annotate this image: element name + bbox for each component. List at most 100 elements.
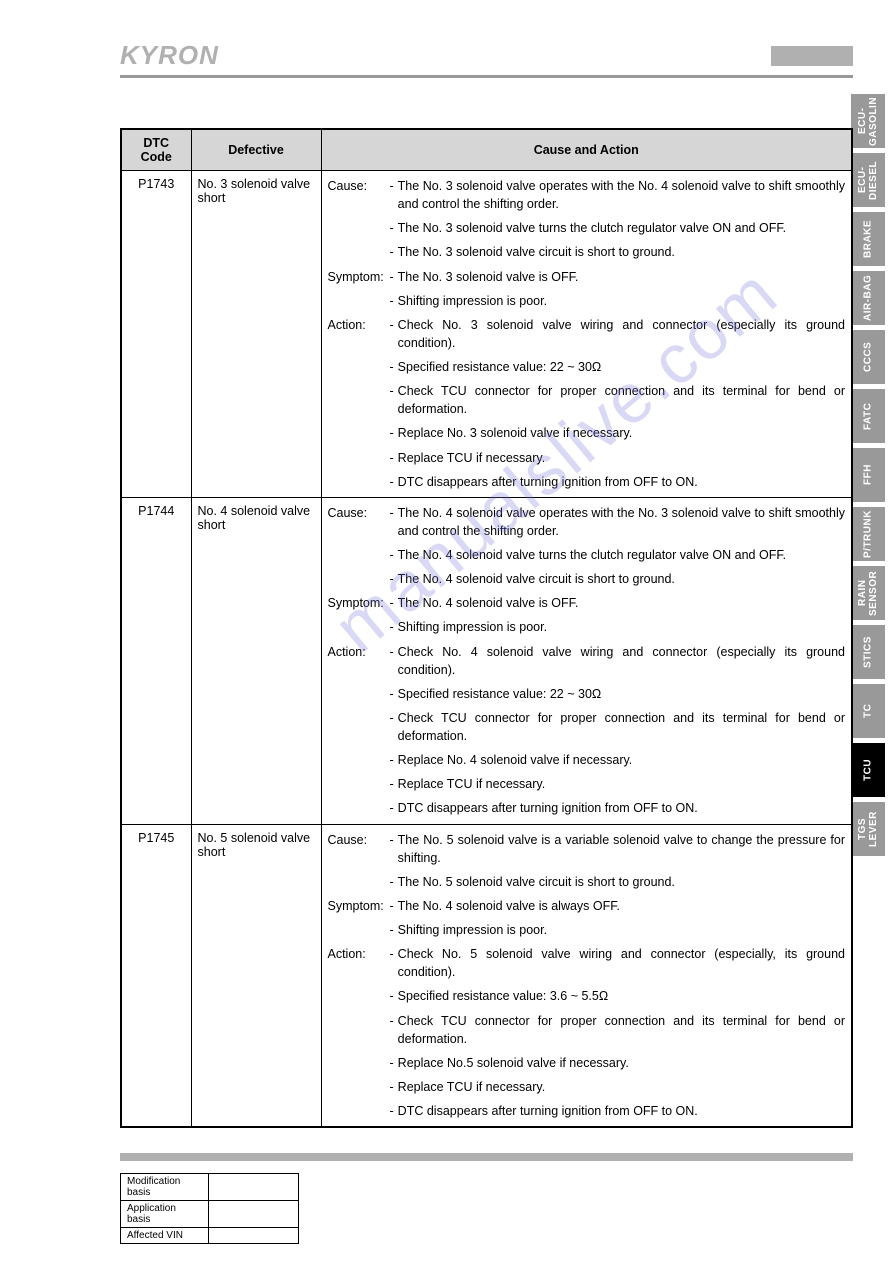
cause-action-item: -Shifting impression is poor. — [390, 921, 846, 939]
cell-defective: No. 4 solenoid valve short — [191, 497, 321, 824]
item-text: The No. 4 solenoid valve is OFF. — [398, 594, 845, 612]
cause-action-item: -Check TCU connector for proper connecti… — [390, 382, 846, 418]
cause-action-item: -Replace No. 4 solenoid valve if necessa… — [390, 751, 846, 769]
item-text: Replace TCU if necessary. — [398, 449, 845, 467]
item-text: Replace No. 4 solenoid valve if necessar… — [398, 751, 845, 769]
dash: - — [390, 504, 394, 540]
dtc-tbody: P1743No. 3 solenoid valve shortCause:-Th… — [121, 171, 852, 1128]
dash: - — [390, 873, 394, 891]
dash: - — [390, 831, 394, 867]
item-text: Specified resistance value: 3.6 ~ 5.5Ω — [398, 987, 845, 1005]
item-text: Check TCU connector for proper connectio… — [398, 709, 845, 745]
cause-action-item: -The No. 4 solenoid valve is always OFF. — [390, 897, 846, 915]
cause-label: Cause: — [328, 831, 390, 849]
mod-label: Application basis — [121, 1201, 209, 1228]
th-cause-action: Cause and Action — [321, 129, 852, 171]
cause-action-item: -Replace TCU if necessary. — [390, 449, 846, 467]
dash: - — [390, 358, 394, 376]
item-text: The No. 4 solenoid valve is always OFF. — [398, 897, 845, 915]
item-text: The No. 3 solenoid valve operates with t… — [398, 177, 845, 213]
cell-defective: No. 3 solenoid valve short — [191, 171, 321, 498]
table-row: P1745No. 5 solenoid valve shortCause:-Th… — [121, 824, 852, 1127]
cause-action-item: -Replace No. 3 solenoid valve if necessa… — [390, 424, 846, 442]
item-text: Replace TCU if necessary. — [398, 775, 845, 793]
item-text: Replace No.5 solenoid valve if necessary… — [398, 1054, 845, 1072]
dash: - — [390, 177, 394, 213]
dash: - — [390, 570, 394, 588]
page-header: KYRON — [120, 40, 853, 71]
dash: - — [390, 618, 394, 636]
dash: - — [390, 897, 394, 915]
cause-action-item: -The No. 4 solenoid valve turns the clut… — [390, 546, 846, 564]
item-text: The No. 3 solenoid valve turns the clutc… — [398, 219, 845, 237]
item-text: DTC disappears after turning ignition fr… — [398, 473, 845, 491]
header-rule — [120, 75, 853, 78]
dash: - — [390, 1054, 394, 1072]
symptom-label: Symptom: — [328, 897, 390, 915]
cause-action-item: -The No. 4 solenoid valve operates with … — [390, 504, 846, 540]
item-text: The No. 3 solenoid valve circuit is shor… — [398, 243, 845, 261]
mod-label: Affected VIN — [121, 1228, 209, 1244]
cause-action-item: -Replace TCU if necessary. — [390, 1078, 846, 1096]
cell-dtc-code: P1744 — [121, 497, 191, 824]
dash: - — [390, 292, 394, 310]
action-label: Action: — [328, 643, 390, 661]
mod-label: Modification basis — [121, 1174, 209, 1201]
item-text: The No. 4 solenoid valve turns the clutc… — [398, 546, 845, 564]
item-text: The No. 5 solenoid valve circuit is shor… — [398, 873, 845, 891]
action-label: Action: — [328, 316, 390, 334]
bottom-gray-bar — [120, 1153, 853, 1161]
dash: - — [390, 243, 394, 261]
cause-action-item: -Specified resistance value: 22 ~ 30Ω — [390, 358, 846, 376]
mod-value — [209, 1201, 299, 1228]
item-text: Specified resistance value: 22 ~ 30Ω — [398, 358, 845, 376]
dash: - — [390, 268, 394, 286]
cell-dtc-code: P1743 — [121, 171, 191, 498]
dash: - — [390, 921, 394, 939]
dash: - — [390, 1012, 394, 1048]
table-row: P1743No. 3 solenoid valve shortCause:-Th… — [121, 171, 852, 498]
item-text: Shifting impression is poor. — [398, 618, 845, 636]
action-label: Action: — [328, 945, 390, 963]
symptom-label: Symptom: — [328, 268, 390, 286]
table-row: P1744No. 4 solenoid valve shortCause:-Th… — [121, 497, 852, 824]
dash: - — [390, 685, 394, 703]
dash: - — [390, 546, 394, 564]
dash: - — [390, 945, 394, 981]
dash: - — [390, 799, 394, 817]
dash: - — [390, 751, 394, 769]
cause-label: Cause: — [328, 504, 390, 522]
cause-action-item: -Check No. 4 solenoid valve wiring and c… — [390, 643, 846, 679]
mod-row: Modification basis — [121, 1174, 299, 1201]
cause-action-item: -Check No. 5 solenoid valve wiring and c… — [390, 945, 846, 981]
cause-action-item: -The No. 4 solenoid valve is OFF. — [390, 594, 846, 612]
dash: - — [390, 219, 394, 237]
th-defective: Defective — [191, 129, 321, 171]
cause-action-item: -Specified resistance value: 22 ~ 30Ω — [390, 685, 846, 703]
cause-action-item: -The No. 3 solenoid valve turns the clut… — [390, 219, 846, 237]
dash: - — [390, 643, 394, 679]
cause-action-item: -Shifting impression is poor. — [390, 618, 846, 636]
dash: - — [390, 449, 394, 467]
header-gray-box — [771, 46, 853, 66]
dash: - — [390, 987, 394, 1005]
cause-action-item: -The No. 3 solenoid valve circuit is sho… — [390, 243, 846, 261]
cell-dtc-code: P1745 — [121, 824, 191, 1127]
cause-action-item: -Specified resistance value: 3.6 ~ 5.5Ω — [390, 987, 846, 1005]
item-text: Check No. 3 solenoid valve wiring and co… — [398, 316, 845, 352]
cell-cause-action: Cause:-The No. 3 solenoid valve operates… — [321, 171, 852, 498]
cause-action-item: -Shifting impression is poor. — [390, 292, 846, 310]
cause-action-item: -DTC disappears after turning ignition f… — [390, 799, 846, 817]
mod-value — [209, 1228, 299, 1244]
cause-action-item: -The No. 4 solenoid valve circuit is sho… — [390, 570, 846, 588]
cause-action-item: -Check TCU connector for proper connecti… — [390, 1012, 846, 1048]
mod-tbody: Modification basisApplication basisAffec… — [121, 1174, 299, 1244]
cause-action-item: -Replace No.5 solenoid valve if necessar… — [390, 1054, 846, 1072]
dash: - — [390, 424, 394, 442]
cause-action-item: -Check TCU connector for proper connecti… — [390, 709, 846, 745]
dash: - — [390, 1102, 394, 1120]
item-text: Replace TCU if necessary. — [398, 1078, 845, 1096]
item-text: DTC disappears after turning ignition fr… — [398, 799, 845, 817]
item-text: Check No. 4 solenoid valve wiring and co… — [398, 643, 845, 679]
item-text: Shifting impression is poor. — [398, 921, 845, 939]
